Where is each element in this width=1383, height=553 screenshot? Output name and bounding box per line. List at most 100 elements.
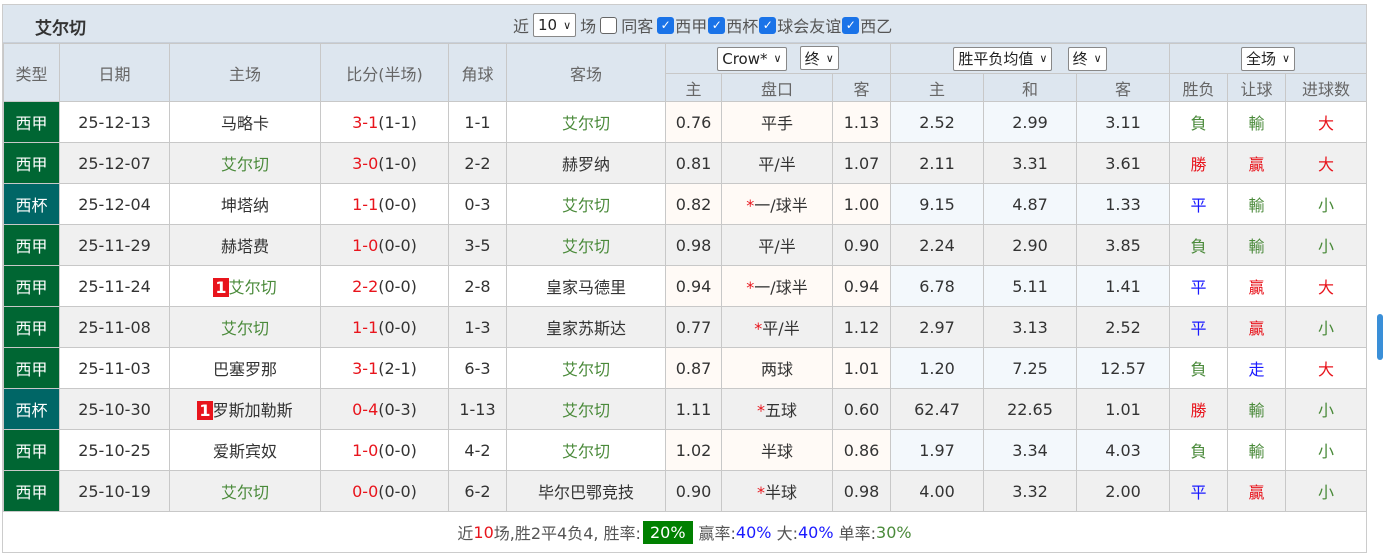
league-type[interactable]: 西甲 bbox=[3, 470, 60, 512]
away-team-name[interactable]: 艾尔切 bbox=[561, 442, 610, 461]
home-team[interactable]: 1 罗斯加勒斯 bbox=[169, 388, 321, 430]
average-select[interactable]: 胜平负均值 ∨ bbox=[953, 46, 1053, 71]
home-team-name[interactable]: 巴塞罗那 bbox=[212, 360, 277, 379]
table-row[interactable]: 西甲 25-10-25 爱斯宾奴 1-0(0-0) 4-2 艾尔切 1.02 半… bbox=[3, 429, 1368, 471]
filters: 近 10 ∨ 场 同客 ✓ 西甲 ✓ 西杯 ✓ 球会友谊 ✓ 西乙 bbox=[513, 13, 892, 37]
league-type[interactable]: 西杯 bbox=[3, 183, 60, 225]
away-team-name[interactable]: 毕尔巴鄂竞技 bbox=[537, 483, 634, 502]
score[interactable]: 2-2(0-0) bbox=[320, 265, 449, 307]
away-team-name[interactable]: 皇家马德里 bbox=[545, 278, 626, 297]
table-row[interactable]: 西杯 25-12-04 坤塔纳 1-1(0-0) 0-3 艾尔切 0.82 *一… bbox=[3, 183, 1368, 225]
home-team[interactable]: 爱斯宾奴 bbox=[169, 429, 321, 471]
score[interactable]: 0-4(0-3) bbox=[320, 388, 449, 430]
score[interactable]: 1-1(0-0) bbox=[320, 306, 449, 348]
away-team-name[interactable]: 艾尔切 bbox=[561, 401, 610, 420]
league-type[interactable]: 西甲 bbox=[3, 429, 60, 471]
score[interactable]: 3-0(1-0) bbox=[320, 142, 449, 184]
home-team-name[interactable]: 艾尔切 bbox=[220, 319, 269, 338]
away-team[interactable]: 艾尔切 bbox=[506, 183, 666, 225]
same-venue-checkbox[interactable] bbox=[600, 16, 618, 34]
home-team-name[interactable]: 艾尔切 bbox=[220, 483, 269, 502]
away-team[interactable]: 艾尔切 bbox=[506, 347, 666, 389]
away-team[interactable]: 艾尔切 bbox=[506, 388, 666, 430]
home-team[interactable]: 1 艾尔切 bbox=[169, 265, 321, 307]
away-team-name[interactable]: 艾尔切 bbox=[561, 237, 610, 256]
league-checkbox[interactable]: ✓ bbox=[657, 16, 675, 34]
league-type[interactable]: 西杯 bbox=[3, 388, 60, 430]
half-time-score: (0-0) bbox=[378, 276, 417, 296]
home-team-name[interactable]: 爱斯宾奴 bbox=[212, 442, 277, 461]
avg-time-select[interactable]: 终 ∨ bbox=[1067, 46, 1107, 71]
table-row[interactable]: 西甲 25-11-03 巴塞罗那 3-1(2-1) 6-3 艾尔切 0.87 两… bbox=[3, 347, 1368, 389]
home-team-name[interactable]: 艾尔切 bbox=[228, 278, 277, 297]
match-date: 25-10-25 bbox=[59, 429, 170, 471]
company-select[interactable]: Crow* ∨ bbox=[717, 46, 787, 71]
away-team-name[interactable]: 艾尔切 bbox=[561, 360, 610, 379]
home-team-name[interactable]: 赫塔费 bbox=[220, 237, 269, 256]
home-team-name[interactable]: 艾尔切 bbox=[220, 155, 269, 174]
league-type[interactable]: 西甲 bbox=[3, 224, 60, 266]
away-team[interactable]: 艾尔切 bbox=[506, 101, 666, 143]
league-type[interactable]: 西甲 bbox=[3, 101, 60, 143]
score[interactable]: 1-1(0-0) bbox=[320, 183, 449, 225]
away-team-name[interactable]: 艾尔切 bbox=[561, 196, 610, 215]
eu-away-odds: 3.85 bbox=[1076, 224, 1171, 266]
period-select[interactable]: 全场 ∨ bbox=[1241, 46, 1296, 71]
league-checkbox[interactable]: ✓ bbox=[708, 16, 726, 34]
table-row[interactable]: 西甲 25-11-24 1 艾尔切 2-2(0-0) 2-8 皇家马德里 0.94… bbox=[3, 265, 1368, 307]
star-mark: * bbox=[746, 278, 755, 297]
ah-away-odds: 1.13 bbox=[831, 101, 892, 143]
score[interactable]: 3-1(1-1) bbox=[320, 101, 449, 143]
home-team[interactable]: 艾尔切 bbox=[169, 470, 321, 512]
col-hcp: 让球 bbox=[1227, 73, 1287, 102]
score[interactable]: 1-0(0-0) bbox=[320, 224, 449, 266]
odds-time-select[interactable]: 终 ∨ bbox=[799, 46, 839, 71]
euro-odds-header: 胜平负均值 ∨ 终 ∨ bbox=[890, 43, 1171, 74]
ah-home-odds: 0.77 bbox=[665, 306, 722, 348]
away-team[interactable]: 艾尔切 bbox=[506, 224, 666, 266]
ah-line: *半球 bbox=[721, 470, 833, 512]
league-type[interactable]: 西甲 bbox=[3, 265, 60, 307]
match-count-select[interactable]: 10 ∨ bbox=[533, 13, 577, 37]
league-type[interactable]: 西甲 bbox=[3, 306, 60, 348]
table-row[interactable]: 西甲 25-12-13 马略卡 3-1(1-1) 1-1 艾尔切 0.76 平手… bbox=[3, 101, 1368, 143]
away-team[interactable]: 艾尔切 bbox=[506, 429, 666, 471]
score[interactable]: 0-0(0-0) bbox=[320, 470, 449, 512]
away-team[interactable]: 皇家马德里 bbox=[506, 265, 666, 307]
chevron-down-icon: ∨ bbox=[1282, 52, 1291, 65]
home-team[interactable]: 巴塞罗那 bbox=[169, 347, 321, 389]
table-row[interactable]: 西甲 25-11-08 艾尔切 1-1(0-0) 1-3 皇家苏斯达 0.77 … bbox=[3, 306, 1368, 348]
home-team[interactable]: 马略卡 bbox=[169, 101, 321, 143]
away-team[interactable]: 赫罗纳 bbox=[506, 142, 666, 184]
table-row[interactable]: 西甲 25-11-29 赫塔费 1-0(0-0) 3-5 艾尔切 0.98 平/… bbox=[3, 224, 1368, 266]
ah-line: 两球 bbox=[721, 347, 833, 389]
eu-home-odds: 4.00 bbox=[890, 470, 985, 512]
home-team[interactable]: 赫塔费 bbox=[169, 224, 321, 266]
home-team-name[interactable]: 坤塔纳 bbox=[220, 196, 269, 215]
league-type[interactable]: 西甲 bbox=[3, 347, 60, 389]
home-team-name[interactable]: 马略卡 bbox=[220, 114, 269, 133]
home-team[interactable]: 艾尔切 bbox=[169, 306, 321, 348]
ah-home-odds: 0.82 bbox=[665, 183, 722, 225]
score[interactable]: 3-1(2-1) bbox=[320, 347, 449, 389]
scrollbar-thumb[interactable] bbox=[1377, 314, 1383, 360]
away-team-name[interactable]: 赫罗纳 bbox=[561, 155, 610, 174]
league-checkbox[interactable]: ✓ bbox=[842, 16, 860, 34]
over-under-result: 小 bbox=[1285, 183, 1368, 225]
away-team-name[interactable]: 艾尔切 bbox=[561, 114, 610, 133]
eu-away-odds: 1.01 bbox=[1076, 388, 1171, 430]
away-team-name[interactable]: 皇家苏斯达 bbox=[545, 319, 626, 338]
away-team[interactable]: 毕尔巴鄂竞技 bbox=[506, 470, 666, 512]
match-date: 25-11-24 bbox=[59, 265, 170, 307]
table-row[interactable]: 西甲 25-12-07 艾尔切 3-0(1-0) 2-2 赫罗纳 0.81 平/… bbox=[3, 142, 1368, 184]
home-team[interactable]: 艾尔切 bbox=[169, 142, 321, 184]
league-type[interactable]: 西甲 bbox=[3, 142, 60, 184]
table-row[interactable]: 西杯 25-10-30 1 罗斯加勒斯 0-4(0-3) 1-13 艾尔切 1.1… bbox=[3, 388, 1368, 430]
home-team-name[interactable]: 罗斯加勒斯 bbox=[212, 401, 293, 420]
table-row[interactable]: 西甲 25-10-19 艾尔切 0-0(0-0) 6-2 毕尔巴鄂竞技 0.90… bbox=[3, 470, 1368, 512]
home-team[interactable]: 坤塔纳 bbox=[169, 183, 321, 225]
league-checkbox[interactable]: ✓ bbox=[759, 16, 777, 34]
score[interactable]: 1-0(0-0) bbox=[320, 429, 449, 471]
period-value: 全场 bbox=[1246, 50, 1277, 68]
away-team[interactable]: 皇家苏斯达 bbox=[506, 306, 666, 348]
